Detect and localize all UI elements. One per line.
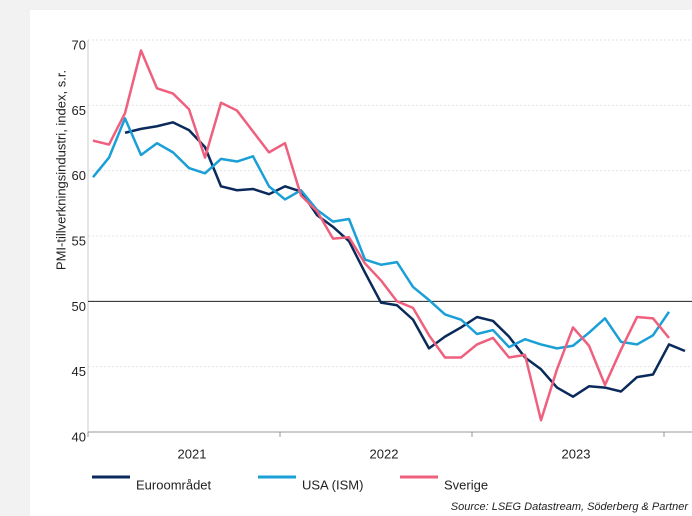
series-line — [92, 117, 671, 350]
x-tick-label: 2022 — [370, 446, 399, 461]
x-tick-label: 2023 — [562, 446, 591, 461]
legend-label: USA (ISM) — [302, 477, 363, 492]
x-tick-label: 2021 — [178, 446, 207, 461]
y-axis-label: PMI-tillverkningsindustri, index, s.r. — [53, 70, 68, 270]
y-tick-label: 50 — [72, 299, 86, 314]
source: Source: LSEG Datastream, Söderberg & Par… — [451, 501, 690, 513]
legend-label: Sverige — [444, 477, 488, 492]
y-tick-label: 45 — [72, 364, 86, 379]
y-tick-label: 65 — [72, 103, 86, 118]
y-tick-label: 70 — [72, 37, 86, 52]
series-line — [92, 49, 670, 422]
series-line — [124, 121, 686, 398]
y-tick-label: 55 — [72, 233, 86, 248]
y-tick-label: 60 — [72, 168, 86, 183]
legend-label: Euroområdet — [136, 477, 212, 492]
y-tick-label: 40 — [72, 429, 86, 444]
